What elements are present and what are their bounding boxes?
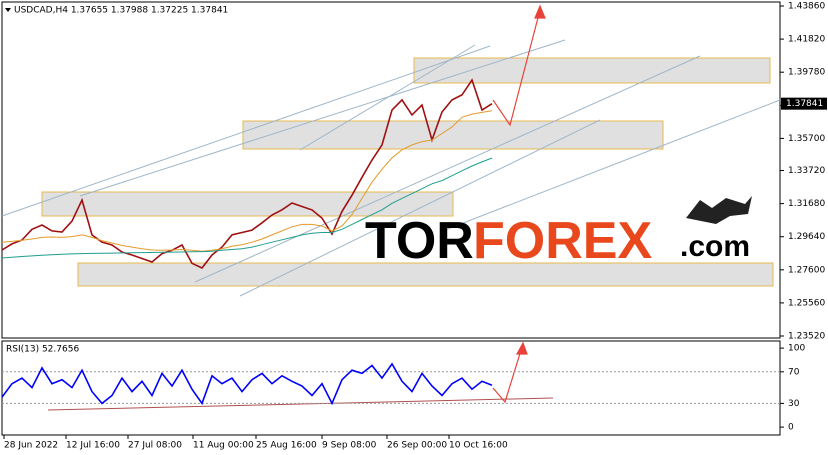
x-tick-label: 28 Jun 2022 xyxy=(4,441,58,451)
y-tick-label: 1.41820 xyxy=(788,35,825,45)
price-panel xyxy=(1,1,781,339)
arrow-head xyxy=(515,341,528,355)
last-price-box xyxy=(781,97,827,110)
x-tick-label: 25 Aug 16:00 xyxy=(256,441,317,451)
y-tick-label: 1.33720 xyxy=(788,166,825,176)
forecast-arrows xyxy=(492,4,546,404)
trendline xyxy=(194,55,701,283)
y-tick-label: 0 xyxy=(788,423,794,433)
series-line xyxy=(1,157,493,259)
y-tick-label: 1.29640 xyxy=(788,232,825,242)
x-tick-label: 27 Jul 08:00 xyxy=(128,441,182,451)
y-tick-label: 1.43860 xyxy=(788,2,825,12)
y-tick-label: 1.35700 xyxy=(788,134,825,144)
arrow-head xyxy=(534,4,546,19)
y-tick-label: 30 xyxy=(788,399,800,409)
rsi-trendline xyxy=(47,397,554,411)
series-line xyxy=(1,362,493,406)
forecast-arrow xyxy=(492,346,523,404)
zone xyxy=(413,57,771,84)
menu-triangle xyxy=(5,8,11,12)
logo-com: .com xyxy=(680,230,750,263)
zone xyxy=(41,191,454,217)
last-price-label: 1.37841 xyxy=(786,99,823,109)
trendline xyxy=(1,45,491,217)
y-tick-label: 100 xyxy=(788,344,805,354)
trendline xyxy=(299,44,476,151)
zone xyxy=(77,262,774,287)
x-tick-label: 9 Sep 08:00 xyxy=(322,441,377,451)
rsi-title: RSI(13) 52.7656 xyxy=(6,345,79,355)
logo: TOR FOREX .com xyxy=(365,196,752,270)
zone xyxy=(242,120,664,150)
chart-title: USDCAD,H4 1.37655 1.37988 1.37225 1.3784… xyxy=(14,6,228,16)
logo-bull xyxy=(686,196,752,224)
y-tick-label: 70 xyxy=(788,367,800,377)
y-tick-label: 1.31680 xyxy=(788,199,825,209)
trendline xyxy=(79,39,566,197)
y-tick-label: 1.25560 xyxy=(788,298,825,308)
rsi-panel xyxy=(1,340,781,436)
trendline xyxy=(439,99,781,233)
y-tick-label: 1.27600 xyxy=(788,265,825,275)
series-line xyxy=(1,78,493,269)
series-line xyxy=(1,110,493,252)
logo-tor: TOR xyxy=(365,212,474,270)
x-tick-label: 26 Sep 00:00 xyxy=(387,441,447,451)
x-tick-label: 10 Oct 16:00 xyxy=(449,441,508,451)
x-tick-label: 11 Aug 00:00 xyxy=(193,441,254,451)
x-tick-label: 12 Jul 16:00 xyxy=(66,441,120,451)
forecast-arrow xyxy=(492,9,541,127)
y-tick-label: 1.39780 xyxy=(788,68,825,78)
trendline xyxy=(239,119,601,297)
logo-forex: FOREX xyxy=(473,212,652,270)
trendlines xyxy=(1,39,781,411)
y-tick-label: 1.23520 xyxy=(788,332,825,342)
